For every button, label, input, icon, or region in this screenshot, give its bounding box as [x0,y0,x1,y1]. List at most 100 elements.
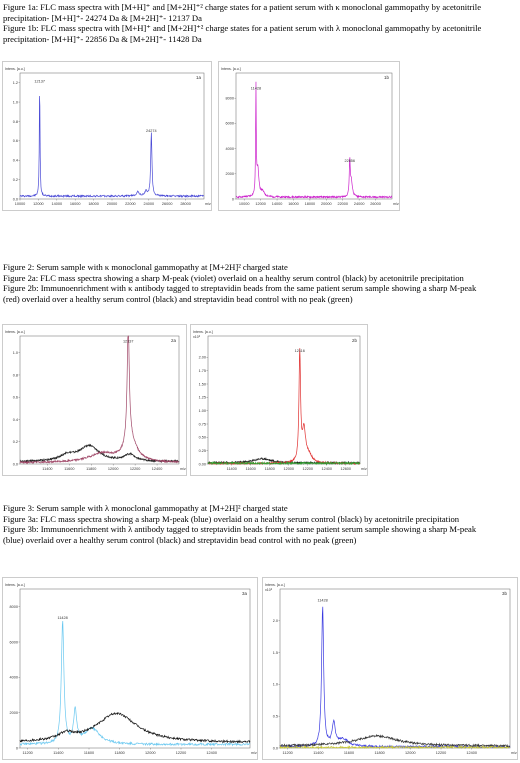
x-tick-label: 16000 [288,202,299,206]
x-tick-label: 11400 [42,467,52,471]
y-tick-label: 0.2 [13,178,18,182]
x-tick-label: 10000 [15,202,26,206]
x-tick-label: 11800 [86,467,96,471]
caption-line: precipitation- [M+H]⁺- 22856 Da & [M+2H]… [3,33,202,44]
x-tick-label: 12000 [33,202,44,206]
series-line-2 [207,460,361,466]
y-axis-label: Intens. [a.u.] [221,67,241,71]
y-tick-label: 2.0 [273,619,278,623]
x-tick-label: 20000 [107,202,118,206]
x-tick-label: 11200 [283,751,293,755]
chart-3a: Intens. [a.u.] 3a 0 2000 4000 6000 8000 11200 11… [2,577,258,760]
y-axis-label: Intens. [a.u.] [265,583,285,587]
x-tick-label: 10000 [239,202,250,206]
y-tick-label: 1.00 [199,409,206,413]
x-tick-label: 12000 [405,751,416,755]
x-unit-label: m/z [205,202,211,206]
x-tick-label: 11400 [313,751,323,755]
y-tick-label: 1.0 [273,683,278,687]
x-unit-label: m/z [511,751,517,755]
plot-frame [2,324,187,476]
panel-label: 2a [171,338,177,343]
peak-label: 11428 [317,599,327,603]
x-tick-label: 11600 [344,751,354,755]
peak-label: 11428 [57,616,67,620]
series-line-0 [19,96,205,199]
y-tick-label: 0.8 [13,373,18,377]
x-tick-label: 11400 [227,467,237,471]
x-tick-label: 11600 [64,467,74,471]
figure1-caption: Figure 1a: FLC mass spectra with [M+H]⁺ … [3,2,517,44]
y-tick-label: 0.6 [13,396,18,400]
x-tick-label: 12200 [130,467,141,471]
plot-frame [218,61,400,211]
peak-label: 12116 [295,349,305,353]
y-tick-label: 8000 [10,605,18,609]
series-line-1 [19,711,251,744]
y-tick-label: 0.5 [273,715,278,719]
plot-area [235,72,393,200]
caption-line: Figure 2a: FLC mass spectra showing a sh… [3,272,464,283]
x-tick-label: 14000 [272,202,283,206]
chart-2b: Intens. [a.u.]x10⁶ 2b 0.00 0.25 0.50 0.75 1.00… [190,324,368,476]
x-tick-label: 12400 [466,751,477,755]
y-tick-label: 0.25 [199,449,206,453]
y-tick-label: 0.50 [199,436,206,440]
x-tick-label: 12400 [152,467,163,471]
x-tick-label: 12400 [321,467,332,471]
y-tick-label: 4000 [226,147,234,151]
plot-frame [262,577,518,760]
series-line-0 [19,621,251,747]
y-tick-label: 0.6 [13,139,18,143]
plot-area [207,335,361,465]
series-line-1 [19,335,180,465]
x-tick-label: 12000 [255,202,266,206]
caption-line: (blue) overlaid over a healthy serum con… [3,534,357,545]
y-tick-label: 0.0 [13,197,18,201]
series-line-0 [235,81,393,200]
x-tick-label: 18000 [88,202,99,206]
x-tick-label: 11800 [115,751,125,755]
x-unit-label: m/z [361,467,367,471]
x-tick-label: 12200 [176,751,187,755]
x-tick-label: 24000 [354,202,365,206]
peak-label: 24274 [146,129,157,133]
chart-2a: Intens. [a.u.] 2a 0.0 0.2 0.4 0.6 0.8 1.0 11400 1… [2,324,187,476]
caption-line: Figure 3a: FLC mass spectra showing a sh… [3,513,460,524]
x-tick-label: 12600 [340,467,351,471]
x-tick-label: 11600 [84,751,94,755]
figure2-caption: Figure 2: Serum sample with κ monoclonal… [3,262,517,304]
series-line-1 [279,733,511,748]
x-tick-label: 16000 [70,202,81,206]
x-tick-label: 12200 [436,751,447,755]
y-tick-label: 0.2 [13,440,18,444]
caption-line: Figure 2b: Immunoenrichment with κ antib… [3,283,477,294]
caption-line: precipitation- [M+H]⁺- 24274 Da & [M+2H]… [3,12,202,23]
x-tick-label: 12000 [283,467,294,471]
x-tick-label: 11200 [23,751,33,755]
plot-frame [190,324,368,476]
y-tick-label: 2000 [10,711,18,715]
x-tick-label: 11400 [53,751,63,755]
x-tick-label: 11800 [265,467,275,471]
y-tick-label: 4000 [10,676,18,680]
x-tick-label: 22000 [125,202,136,206]
peak-label: 12137 [34,80,45,84]
y-tick-label: 1.75 [199,369,206,373]
y-tick-label: 8000 [226,97,234,101]
plot-frame [2,61,212,211]
chart-1b: Intens. [a.u.] 1b 0 2000 4000 6000 8000 10000 12… [218,61,400,211]
x-tick-label: 26000 [370,202,381,206]
chart-1a: Intens. [a.u.] 1a 0.0 0.2 0.4 0.6 0.8 1.0 1.2 100… [2,61,212,211]
x-tick-label: 11600 [246,467,256,471]
y-axis-label: Intens. [a.u.] [5,330,25,334]
y-axis-label: Intens. [a.u.] [5,67,25,71]
x-unit-label: m/z [393,202,399,206]
y-tick-label: 6000 [10,640,18,644]
x-tick-label: 22000 [337,202,348,206]
peak-label: 12137 [123,340,134,344]
y-tick-label: 1.0 [13,351,18,355]
y-tick-label: 6000 [226,122,234,126]
panel-label: 1b [384,75,390,80]
y-tick-label: 0.8 [13,120,18,124]
